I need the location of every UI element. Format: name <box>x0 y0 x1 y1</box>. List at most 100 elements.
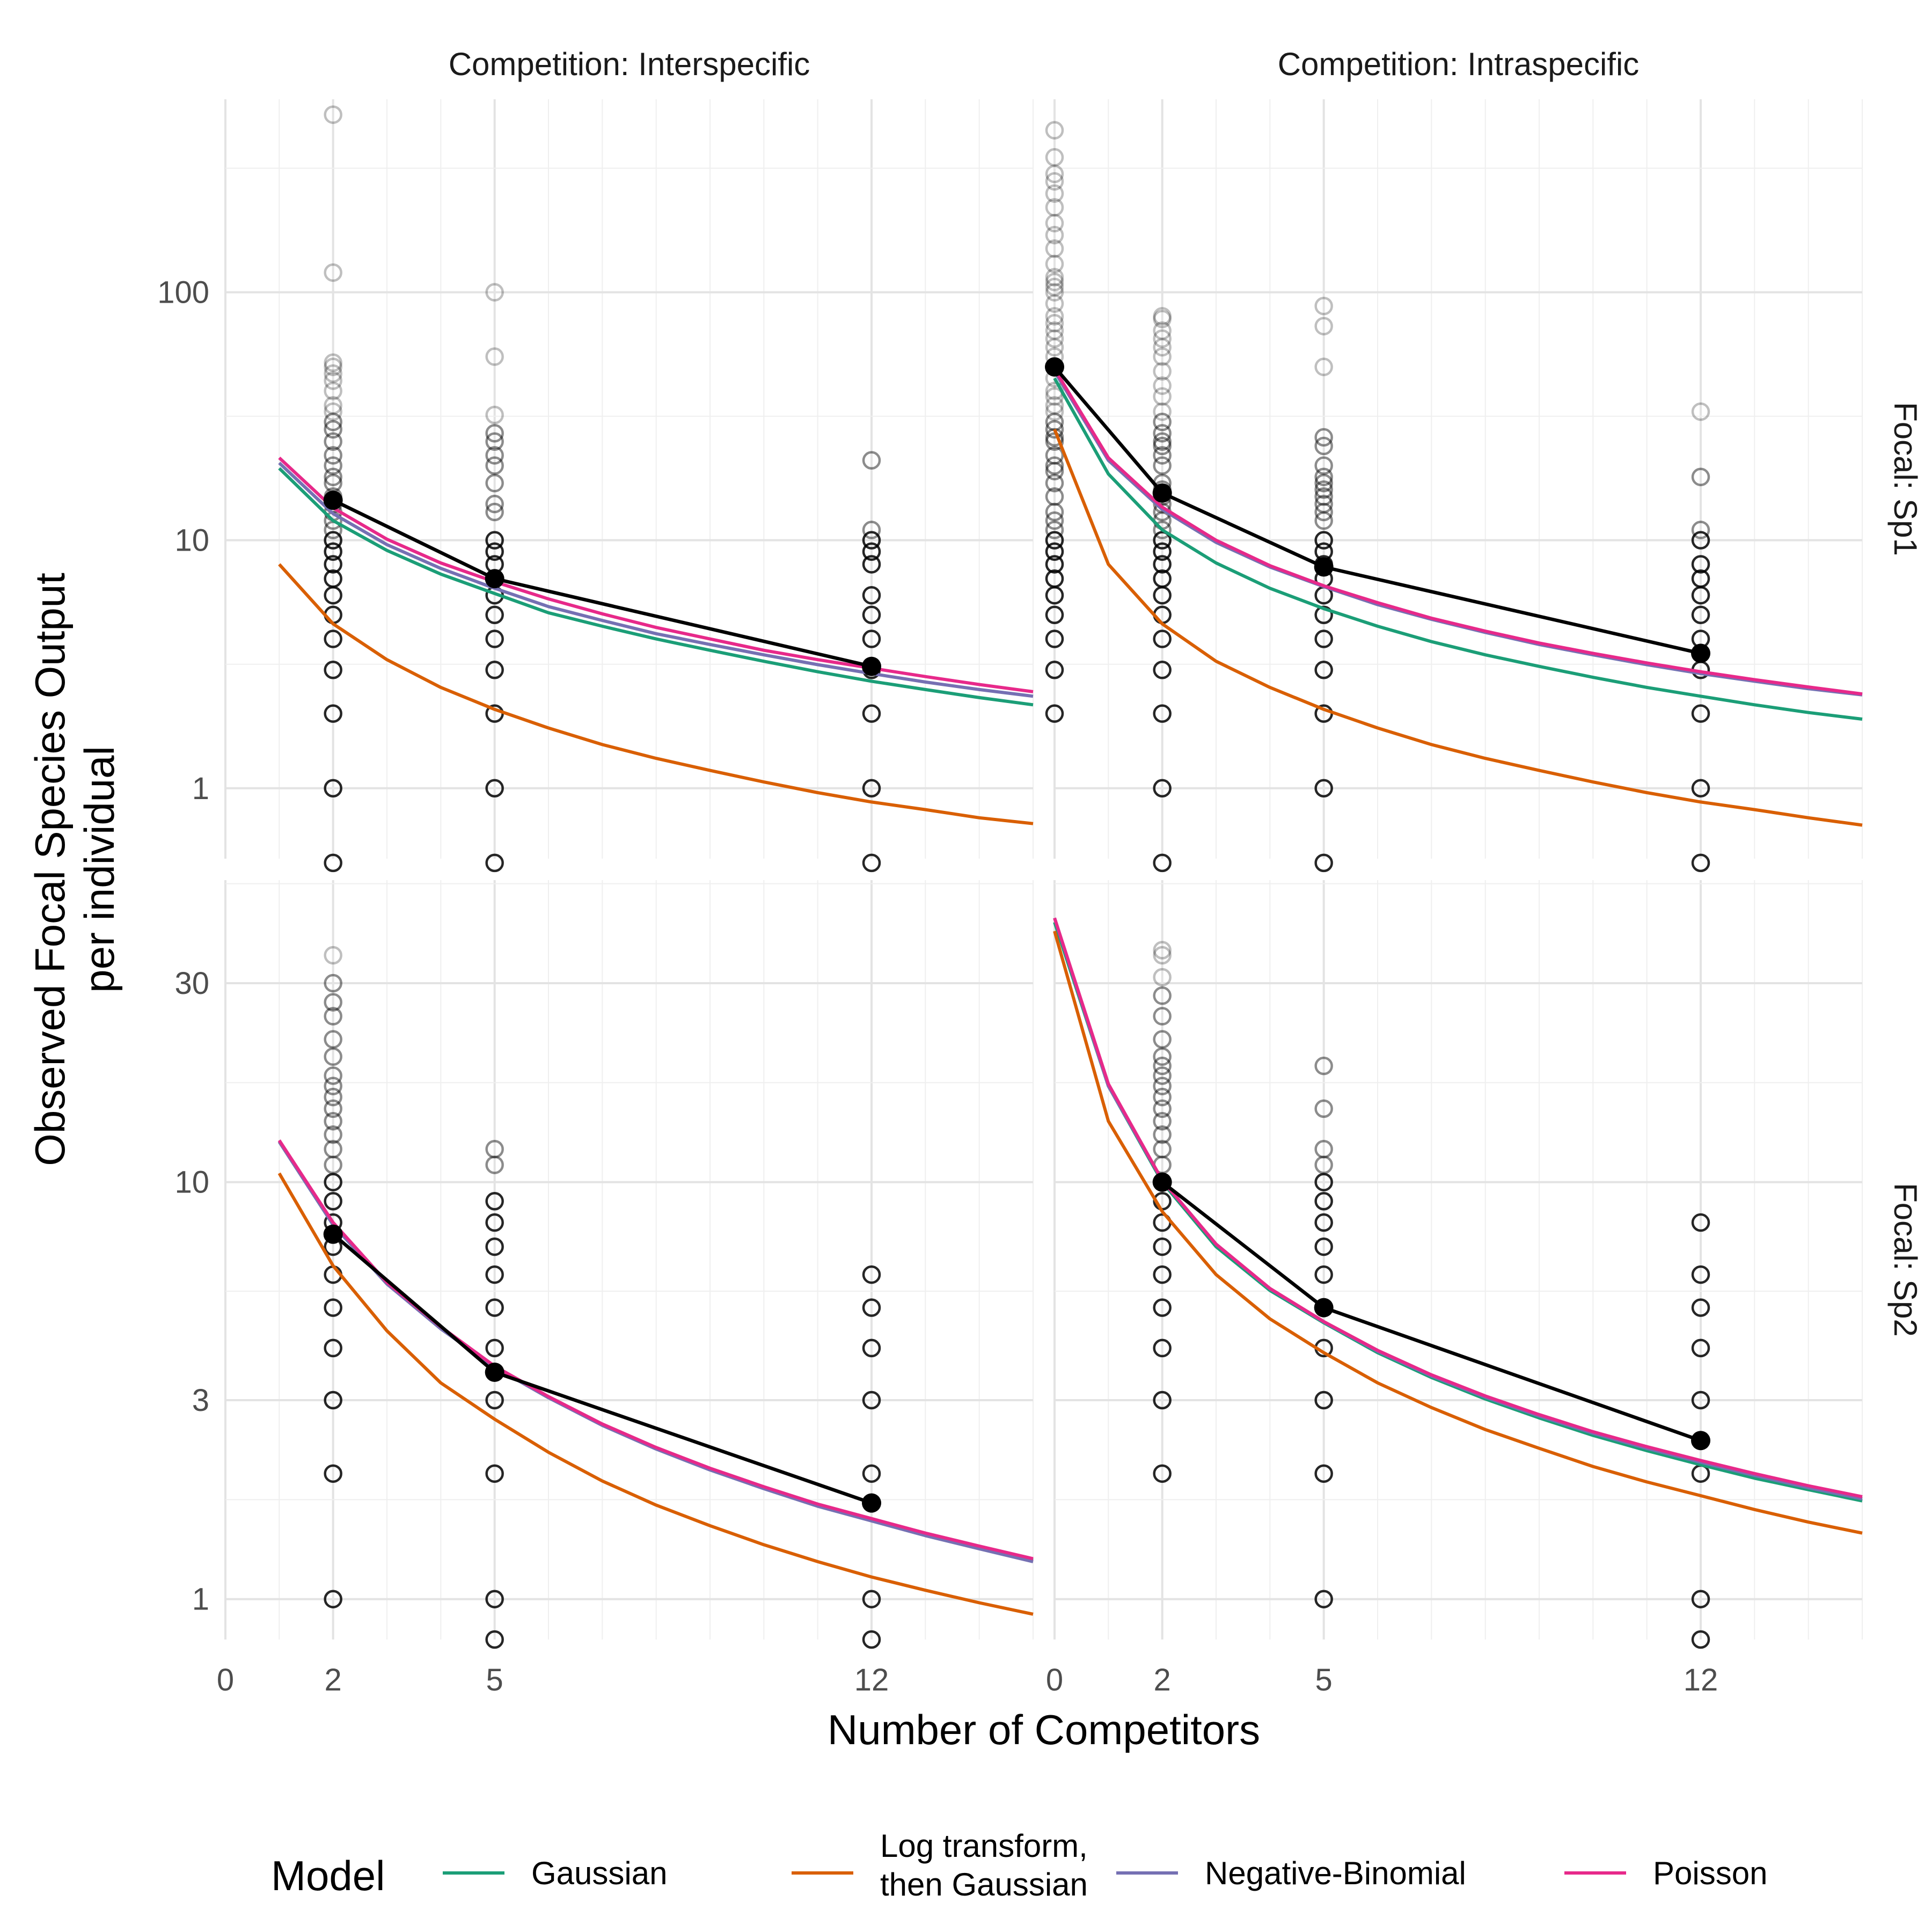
observation-point <box>1314 428 1333 447</box>
observation-point <box>1153 1125 1172 1144</box>
observation-point <box>1153 376 1172 395</box>
observation-point <box>1153 456 1172 475</box>
x-tick-label: 5 <box>1315 1663 1333 1697</box>
y-tick-label: 10 <box>174 523 209 558</box>
observation-point <box>324 704 342 723</box>
observation-point <box>324 446 342 465</box>
observed-mean-point <box>1152 1172 1172 1192</box>
observation-point <box>1153 310 1172 328</box>
observation-point <box>1153 1007 1172 1026</box>
observation-point <box>1045 420 1064 439</box>
observation-point <box>862 605 881 625</box>
observation-point <box>1153 853 1172 873</box>
observation-point <box>485 456 504 475</box>
observation-point <box>1045 225 1064 245</box>
observation-point <box>1045 294 1064 313</box>
observation-point <box>324 1047 342 1066</box>
observation-point <box>1045 239 1064 258</box>
observation-point <box>485 1139 504 1159</box>
observation-point <box>1045 198 1064 217</box>
observation-point <box>862 704 881 723</box>
observation-point <box>1153 704 1172 723</box>
observation-point <box>1045 402 1064 421</box>
observation-point <box>1691 1590 1710 1608</box>
observation-point <box>1691 569 1710 588</box>
y-tick-label: 1 <box>192 1582 209 1617</box>
observation-point <box>1691 467 1710 486</box>
observation-point <box>485 1155 504 1174</box>
observation-point <box>1691 1391 1710 1410</box>
observation-point <box>1153 1464 1172 1483</box>
observation-point <box>324 1139 342 1159</box>
observation-point <box>1045 164 1064 184</box>
observation-point <box>485 473 504 493</box>
observed-mean-point <box>1691 1431 1710 1451</box>
observation-point <box>324 779 342 798</box>
series-line-poisson <box>1053 917 1863 1498</box>
series-line-poisson <box>1053 368 1863 696</box>
legend-label: Gaussian <box>531 1855 667 1891</box>
observation-point <box>324 1155 342 1174</box>
observation-point <box>862 1391 881 1410</box>
observation-point <box>1045 661 1064 679</box>
observation-point <box>485 347 504 366</box>
legend-label: Negative-Binomial <box>1205 1855 1466 1891</box>
panel-1-1 <box>224 99 1034 873</box>
observation-point <box>1045 487 1064 506</box>
observation-point <box>324 1125 342 1144</box>
legend-label: then Gaussian <box>880 1867 1088 1902</box>
observation-point <box>324 1099 342 1118</box>
y-tick-label: 10 <box>174 1165 209 1200</box>
observed-mean-point <box>323 1224 343 1244</box>
panel-1-2 <box>1045 99 1863 873</box>
observation-point <box>1153 1066 1172 1085</box>
observation-point <box>1153 1077 1172 1095</box>
observation-point <box>324 630 342 648</box>
observation-point <box>1045 428 1064 447</box>
observation-point <box>324 432 342 451</box>
x-tick-label: 0 <box>217 1663 234 1697</box>
row-strip-label: Focal: Sp1 <box>1887 402 1923 556</box>
series-line-poisson <box>278 456 1034 693</box>
observation-point <box>1314 531 1333 550</box>
observation-point <box>862 1630 881 1649</box>
observation-point <box>324 412 342 431</box>
observation-point <box>324 1338 342 1358</box>
observation-point <box>1045 605 1064 625</box>
observation-point <box>1314 853 1333 873</box>
observation-point <box>324 467 342 486</box>
observation-point <box>1045 569 1064 588</box>
observation-point <box>1691 555 1710 574</box>
observation-point <box>1314 1155 1333 1174</box>
observation-point <box>1045 521 1064 539</box>
observation-point <box>485 630 504 648</box>
observation-point <box>1314 605 1333 625</box>
observation-point <box>1045 338 1064 357</box>
observation-point <box>1153 1056 1172 1075</box>
observation-point <box>862 586 881 605</box>
observation-point <box>1314 1213 1333 1232</box>
observation-point <box>1314 1173 1333 1191</box>
observed-mean-point <box>1314 1298 1334 1318</box>
observation-point <box>485 1391 504 1410</box>
observation-point <box>1314 779 1333 798</box>
observed-mean-point <box>862 656 881 676</box>
observation-point <box>485 1298 504 1317</box>
observation-point <box>485 283 504 302</box>
column-strip-label: Competition: Interspecific <box>449 46 810 82</box>
observation-point <box>1314 494 1333 514</box>
observation-point <box>1045 630 1064 648</box>
observed-mean-point <box>862 1493 881 1513</box>
observation-point <box>1153 1338 1172 1358</box>
observation-point <box>324 1464 342 1483</box>
observation-point <box>1045 542 1064 561</box>
x-tick-label: 12 <box>854 1663 889 1697</box>
observed-mean-point <box>1314 557 1334 577</box>
observation-point <box>1153 1047 1172 1066</box>
x-axis-title: Number of Competitors <box>828 1706 1260 1753</box>
row-strip-label: Focal: Sp2 <box>1887 1183 1923 1337</box>
series-line-gaussian <box>1053 921 1863 1503</box>
observation-point <box>1314 467 1333 486</box>
observation-point <box>1045 387 1064 406</box>
observation-point <box>1045 172 1064 191</box>
